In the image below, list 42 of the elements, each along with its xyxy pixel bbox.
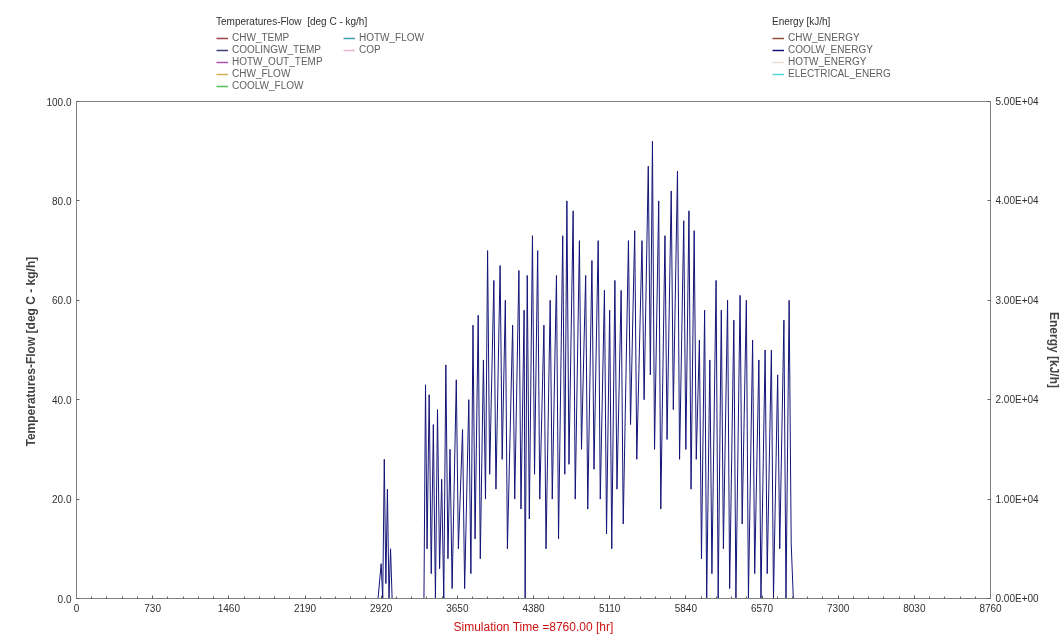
y2-tick-label: 3.00E+04 bbox=[995, 294, 1040, 306]
legend-label: HOTW_FLOW bbox=[359, 32, 425, 43]
x-tick-label: 2920 bbox=[370, 602, 393, 614]
legend-label: CHW_ENERGY bbox=[788, 32, 861, 43]
legend-label: HOTW_OUT_TEMP bbox=[232, 56, 324, 67]
line-series bbox=[377, 140, 794, 599]
y2-tick-label: 4.00E+04 bbox=[995, 195, 1040, 207]
y2-tick-label: 0.00E+00 bbox=[995, 593, 1040, 604]
x-tick-label: 730 bbox=[144, 602, 162, 614]
x-tick-label: 1460 bbox=[217, 602, 241, 614]
x-tick-label: 8760 bbox=[979, 602, 1003, 614]
y-tick-label: 0.0 bbox=[57, 593, 72, 605]
x-tick-label: 6570 bbox=[750, 602, 774, 614]
legend-label: COOLW_ENERGY bbox=[788, 44, 874, 55]
x-axis-title: Simulation Time =8760.00 [hr] bbox=[453, 619, 614, 634]
y-tick-label: 100.0 bbox=[46, 96, 72, 108]
x-tick-label: 7300 bbox=[827, 602, 850, 614]
legend-label: ELECTRICAL_ENERG bbox=[788, 68, 892, 79]
legend-label: COOLINGW_TEMP bbox=[232, 44, 322, 55]
x-tick-label: 3650 bbox=[446, 602, 469, 614]
x-tick-label: 2190 bbox=[293, 602, 317, 614]
legend-label: CHW_FLOW bbox=[232, 68, 292, 79]
y-tick-label: 80.0 bbox=[52, 195, 72, 207]
legend-label: COOLW_FLOW bbox=[232, 80, 305, 91]
legend-title: Temperatures-Flow [deg C - kg/h] bbox=[216, 16, 369, 27]
x-tick-label: 4380 bbox=[522, 602, 546, 614]
y2-axis-title: Energy [kJ/h] bbox=[1046, 311, 1061, 389]
x-tick-label: 0 bbox=[73, 602, 80, 614]
x-tick-label: 5110 bbox=[598, 602, 621, 614]
y2-tick-label: 2.00E+04 bbox=[995, 394, 1040, 406]
legend-label: COP bbox=[359, 44, 382, 55]
legend-label: CHW_TEMP bbox=[232, 32, 291, 43]
y-tick-label: 20.0 bbox=[52, 494, 72, 506]
legend-label: HOTW_ENERGY bbox=[788, 56, 868, 67]
y2-tick-label: 1.00E+04 bbox=[995, 493, 1040, 505]
y-tick-label: 60.0 bbox=[52, 295, 72, 307]
x-tick-label: 8030 bbox=[903, 602, 926, 614]
y-axis-title: Temperatures-Flow [deg C - kg/h] bbox=[24, 256, 39, 447]
x-tick-label: 5840 bbox=[674, 602, 698, 614]
y-tick-label: 40.0 bbox=[52, 394, 72, 406]
y2-tick-label: 5.00E+04 bbox=[995, 96, 1040, 107]
text: Energy [kJ/h] bbox=[772, 16, 832, 27]
